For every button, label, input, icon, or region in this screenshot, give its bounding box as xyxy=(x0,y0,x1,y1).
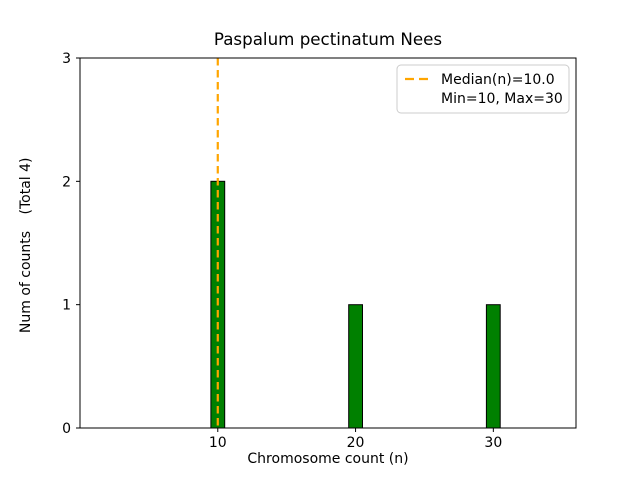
legend-range-label: Min=10, Max=30 xyxy=(441,91,563,107)
ticks-layer: 10 20 30 0 1 2 3 xyxy=(62,51,502,451)
legend-median-label: Median(n)=10.0 xyxy=(441,72,555,88)
bar xyxy=(485,304,501,429)
y-tick-label: 3 xyxy=(62,51,71,67)
y-tick-label: 0 xyxy=(62,421,71,437)
chart-title: Paspalum pectinatum Nees xyxy=(214,29,442,49)
bar xyxy=(348,304,364,429)
legend: Median(n)=10.0 Min=10, Max=30 xyxy=(396,64,570,114)
legend-box xyxy=(396,64,570,114)
x-tick-label: 30 xyxy=(484,435,502,451)
y-axis-label: Num of counts xyxy=(18,231,34,333)
plot-border xyxy=(79,57,577,429)
y-axis-label-note: (Total 4) xyxy=(18,158,34,215)
y-tick-label: 1 xyxy=(62,298,71,314)
x-axis-label: Chromosome count (n) xyxy=(247,451,408,467)
x-tick-label: 10 xyxy=(209,435,227,451)
y-tick-label: 2 xyxy=(62,174,71,190)
x-tick-label: 20 xyxy=(347,435,365,451)
bars-layer xyxy=(210,180,501,429)
